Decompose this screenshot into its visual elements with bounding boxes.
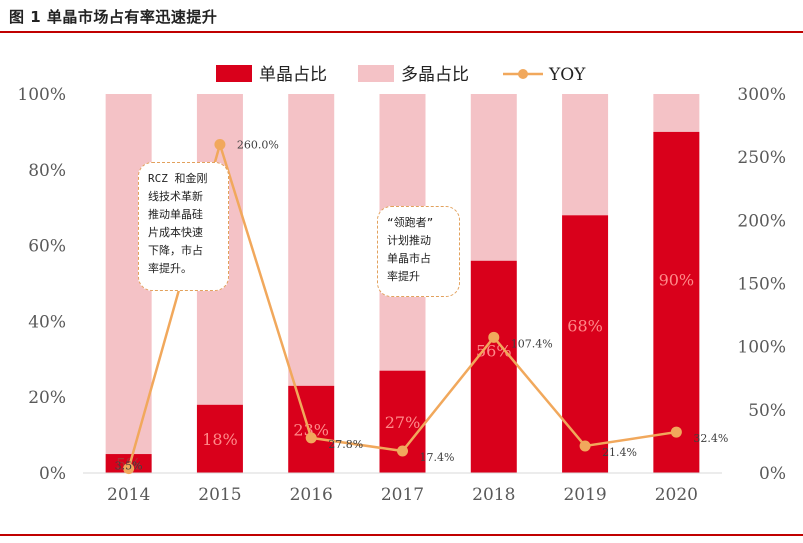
bar-mono-2016 xyxy=(288,385,335,473)
x-tick-2017: 2017 xyxy=(381,485,424,505)
bar-poly-2020 xyxy=(653,94,700,132)
y-right-tick-5: 250% xyxy=(737,148,786,168)
legend-swatch-mono xyxy=(216,65,252,82)
legend-label-poly: 多晶占比 xyxy=(401,65,469,85)
y-right-tick-2: 100% xyxy=(737,338,786,358)
yoy-line-group: 3.5% 260.0% 27.8% 17.4% 107.4% 21.4% 32.4% xyxy=(115,139,728,475)
y-right-tick-1: 50% xyxy=(748,401,786,421)
y-left-tick-5: 100% xyxy=(17,85,66,105)
y-left-tick-3: 60% xyxy=(28,237,66,257)
yoy-point-2016 xyxy=(305,432,317,444)
x-tick-2018: 2018 xyxy=(472,485,515,505)
bottom-rule xyxy=(0,534,803,536)
yoy-label-2015: 260.0% xyxy=(237,139,279,152)
data-label-mono-2019: 68% xyxy=(567,316,603,335)
yoy-label-2019: 21.4% xyxy=(602,446,637,459)
y-right-tick-0: 0% xyxy=(759,464,786,484)
yoy-point-2015 xyxy=(214,139,226,151)
bar-mono-2019 xyxy=(562,215,609,473)
x-tick-2014: 2014 xyxy=(107,485,150,505)
x-tick-2019: 2019 xyxy=(563,485,606,505)
yoy-point-2018 xyxy=(488,331,500,343)
x-tick-2020: 2020 xyxy=(655,485,698,505)
top-rule xyxy=(0,31,803,33)
yoy-point-2020 xyxy=(670,426,682,438)
y-left-tick-4: 80% xyxy=(28,161,66,181)
legend-label-yoy: YOY xyxy=(548,65,586,85)
bar-poly-2018 xyxy=(470,94,517,261)
data-label-mono-2016: 23% xyxy=(293,420,329,439)
annotation-note-right: “领跑者” 计划推动 单晶市占 率提升 xyxy=(377,206,460,297)
y-right-tick-3: 150% xyxy=(737,275,786,295)
data-label-mono-2020: 90% xyxy=(659,270,695,289)
annotation-note-left: RCZ 和金刚 线技术革新 推动单晶硅 片成本快速 下降，市占 率提升。 xyxy=(138,162,229,291)
bar-poly-2016 xyxy=(288,94,335,386)
y-right-tick-6: 300% xyxy=(737,85,786,105)
bar-mono-2020 xyxy=(653,131,700,473)
data-label-mono-2017: 27% xyxy=(385,413,421,432)
data-label-mono-2015: 18% xyxy=(202,430,238,449)
x-tick-2015: 2015 xyxy=(198,485,241,505)
yoy-label-2017: 17.4% xyxy=(420,451,455,464)
legend: 单晶占比 多晶占比 YOY xyxy=(216,65,586,85)
ticks-group: 2014 2015 2016 2017 2018 2019 2020 0% 20% 40% 60% 8… xyxy=(17,85,786,505)
yoy-label-2020: 32.4% xyxy=(693,432,728,445)
figure-title: 图 1 单晶市场占有率迅速提升 xyxy=(9,8,218,26)
yoy-label-2014: 3.5% xyxy=(115,460,143,473)
yoy-label-2018: 107.4% xyxy=(511,337,553,350)
legend-swatch-yoy-marker xyxy=(518,69,528,79)
yoy-point-2017 xyxy=(397,445,408,457)
bars-group xyxy=(105,94,700,473)
x-tick-2016: 2016 xyxy=(290,485,333,505)
y-right-tick-4: 200% xyxy=(737,211,786,231)
yoy-point-2019 xyxy=(579,440,591,452)
bar-poly-2019 xyxy=(562,94,609,216)
bar-mono-2015 xyxy=(196,404,243,473)
y-left-tick-1: 20% xyxy=(28,388,66,408)
y-left-tick-2: 40% xyxy=(28,312,66,332)
bar-mono-2018 xyxy=(470,260,517,473)
yoy-label-2016: 27.8% xyxy=(328,438,363,451)
y-left-tick-0: 0% xyxy=(39,464,66,484)
legend-swatch-poly xyxy=(358,65,394,82)
yoy-point-2014 xyxy=(123,463,135,475)
legend-label-mono: 单晶占比 xyxy=(259,65,327,85)
bar-labels-group: 5%18%23%27%56%68%90% xyxy=(116,270,694,473)
